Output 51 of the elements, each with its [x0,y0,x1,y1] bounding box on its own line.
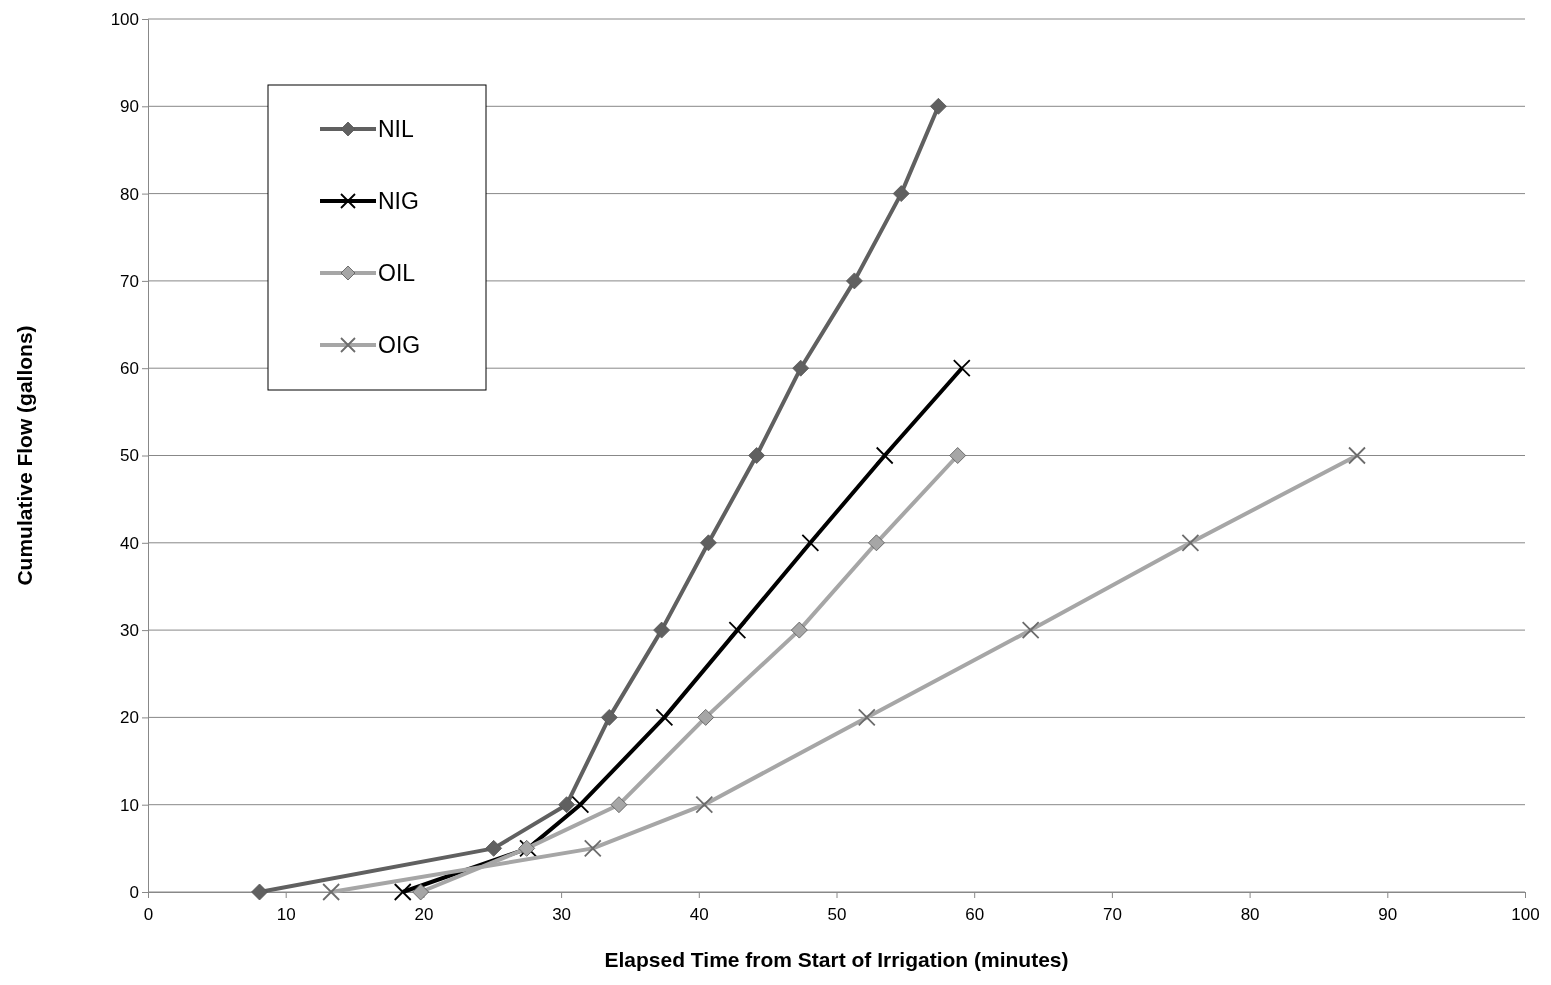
y-tick-label: 50 [120,446,139,466]
y-tick-label: 40 [120,533,139,553]
y-tick-label: 0 [129,882,139,902]
x-tick-label: 100 [1511,904,1540,924]
legend-label: OIL [378,260,416,286]
point [655,708,674,727]
y-tick-label: 10 [120,795,139,815]
legend-label: NIL [378,116,414,142]
point [792,359,810,377]
y-tick-label: 100 [110,9,139,29]
point [748,447,766,464]
x-tick-label: 90 [1378,904,1398,924]
x-tick-label: 30 [552,904,572,924]
y-axis-title: Cumulative Flow (gallons) [13,325,36,586]
x-tick-label: 0 [143,904,154,924]
point [846,272,863,290]
point [412,883,430,901]
point [801,533,820,552]
point [952,359,971,378]
y-tick-label: 20 [120,708,139,728]
x-tick-label: 10 [276,904,296,924]
point [393,883,412,901]
y-tick-label: 90 [120,97,139,117]
point [875,446,894,465]
legend-label: NIG [378,188,419,214]
x-axis-title: Elapsed Time from Start of Irrigation (minutes) [604,948,1069,971]
point [949,447,967,464]
point [558,796,576,814]
x-tick-label: 60 [965,904,985,924]
point [728,621,747,639]
y-tick-label: 70 [120,271,139,291]
legend-label: OIG [378,332,421,358]
x-tick-label: 70 [1102,904,1122,924]
y-tick-label: 30 [120,621,139,641]
x-tick-label: 20 [414,904,434,924]
point [485,839,503,857]
x-tick-label: 40 [689,904,709,924]
x-tick-label: 80 [1240,904,1260,924]
point [251,883,268,901]
point [653,621,671,639]
point [610,796,628,814]
y-tick-label: 60 [120,359,139,379]
point [892,185,910,202]
y-tick-label: 80 [120,184,139,204]
point [600,709,618,726]
point [790,621,808,639]
x-tick-label: 50 [827,904,847,924]
point [697,709,715,726]
point [930,97,947,115]
point [868,534,885,552]
point [700,534,717,552]
